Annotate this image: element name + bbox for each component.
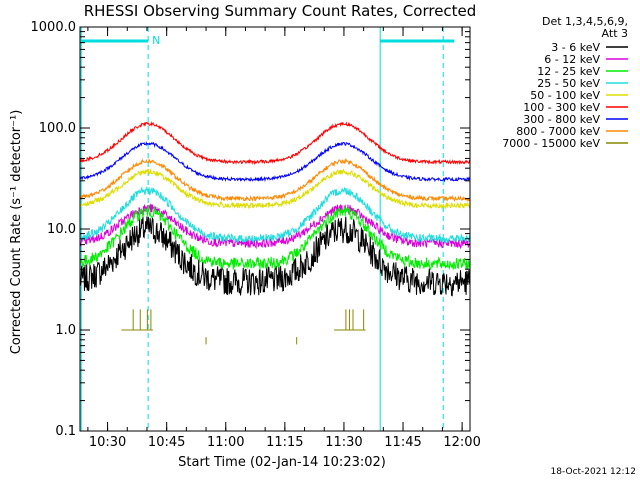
x-axis-label: Start Time (02-Jan-14 10:23:02) (178, 455, 386, 470)
series-8 (80, 158, 470, 203)
series-7 (80, 141, 470, 183)
legend-label: 50 - 100 keV (530, 89, 600, 102)
y-tick-label: 1000.0 (31, 20, 77, 35)
series-5 (80, 168, 470, 210)
legend-label: 800 - 7000 keV (516, 125, 600, 138)
x-tick-label: 11:30 (325, 435, 362, 450)
y-tick-label: 10.0 (47, 222, 76, 237)
y-tick-label: 1.0 (55, 323, 76, 338)
legend-label: 6 - 12 keV (544, 53, 600, 66)
flag-label: N (152, 34, 160, 47)
x-tick-label: 10:45 (148, 435, 185, 450)
series-4 (80, 186, 470, 244)
axes-layer: 0.1 1.0 10.0 100.0 1000.0 10:30 10:45 11:00 11:1… (31, 20, 481, 450)
plot-frame (79, 26, 471, 432)
legend-label: 25 - 50 keV (537, 77, 600, 90)
x-tick-label: 10:30 (89, 435, 126, 450)
series-9 (121, 309, 366, 345)
y-tick-label: 0.1 (55, 424, 76, 439)
x-tick-label: 11:15 (266, 435, 303, 450)
generated-timestamp: 18-Oct-2021 12:12 (551, 467, 636, 477)
series-1 (80, 216, 470, 297)
legend-label: 3 - 6 keV (551, 41, 600, 54)
x-tick-label: 11:45 (384, 435, 421, 450)
legend-label: 12 - 25 keV (537, 65, 600, 78)
x-tick-label: 11:00 (207, 435, 244, 450)
legend-header: Det 1,3,4,5,6,9, (542, 15, 628, 28)
legend-label: 100 - 300 keV (523, 101, 600, 114)
series-3 (80, 204, 470, 271)
legend-label: 300 - 800 keV (523, 113, 600, 126)
legend-label: 7000 - 15000 keV (502, 137, 600, 150)
y-tick-label: 100.0 (39, 121, 76, 136)
chart-title: RHESSI Observing Summary Count Rates, Co… (84, 2, 477, 20)
series-layer (80, 120, 470, 345)
series-2 (80, 203, 470, 250)
series-6 (80, 120, 470, 166)
legend-header: Att 3 (602, 27, 628, 40)
x-tick-label: 12:00 (443, 435, 480, 450)
y-axis-label: Corrected Count Rate (s⁻¹ detector⁻¹) (9, 110, 24, 355)
